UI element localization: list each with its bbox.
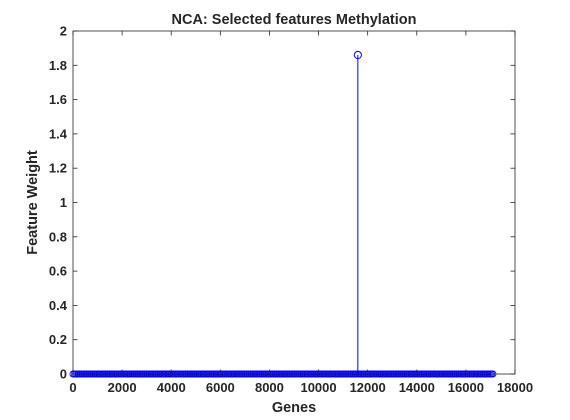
y-tick-label: 2 bbox=[60, 24, 67, 39]
y-tick-label: 1.8 bbox=[49, 58, 67, 73]
y-tick-label: 0.4 bbox=[49, 298, 68, 313]
y-tick-label: 1.2 bbox=[49, 161, 67, 176]
feature-marker bbox=[353, 50, 362, 60]
plot-area bbox=[73, 31, 515, 374]
x-ticks: 0 2000 4000 6000 8000 10000 12000 14000 16000 180… bbox=[69, 31, 533, 395]
y-ticks: 0 0.2 0.4 0.6 0.8 1 1.2 1.4 1.6 1.8 2 bbox=[49, 24, 515, 382]
x-tick-label: 2000 bbox=[108, 380, 137, 395]
y-tick-label: 0.8 bbox=[49, 229, 67, 244]
x-tick-label: 16000 bbox=[448, 380, 484, 395]
y-tick-label: 0.2 bbox=[49, 332, 67, 347]
x-tick-label: 4000 bbox=[157, 380, 186, 395]
chart-title: NCA: Selected features Methylation bbox=[172, 12, 417, 28]
y-axis-label: Feature Weight bbox=[25, 150, 41, 255]
y-tick-label: 1 bbox=[60, 195, 67, 210]
x-tick-label: 10000 bbox=[300, 380, 336, 395]
x-tick-label: 6000 bbox=[206, 380, 235, 395]
x-tick-label: 14000 bbox=[399, 380, 435, 395]
x-tick-label: 18000 bbox=[497, 380, 533, 395]
x-tick-label: 8000 bbox=[255, 380, 284, 395]
y-tick-label: 0.6 bbox=[49, 264, 67, 279]
y-tick-label: 1.4 bbox=[49, 126, 68, 141]
y-tick-label: 1.6 bbox=[49, 92, 67, 107]
x-axis-label: Genes bbox=[272, 400, 316, 416]
y-tick-label: 0 bbox=[60, 367, 67, 382]
x-tick-label: 12000 bbox=[350, 380, 386, 395]
x-tick-label: 0 bbox=[69, 380, 76, 395]
